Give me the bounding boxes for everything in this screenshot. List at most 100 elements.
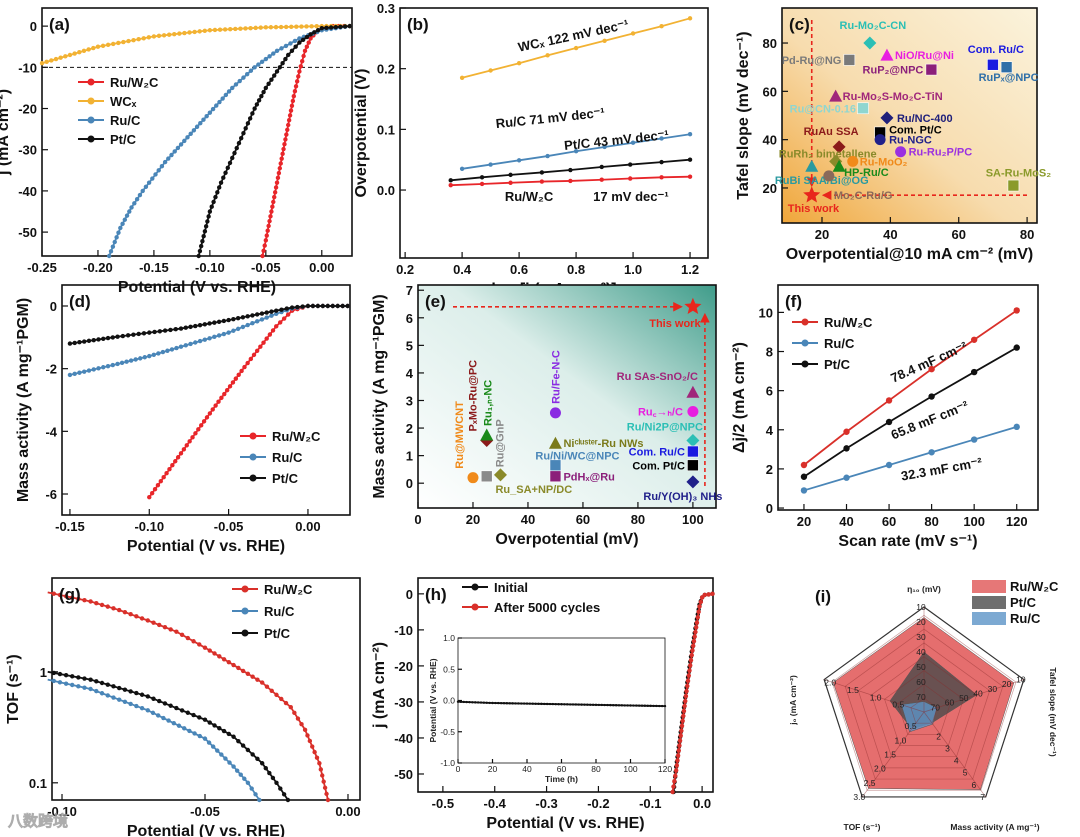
data-point [691, 643, 696, 649]
data-point [687, 157, 693, 162]
series-line [197, 25, 350, 257]
data-point [491, 701, 494, 705]
data-point [99, 680, 105, 686]
data-point [1013, 423, 1020, 431]
data-point [459, 700, 463, 704]
data-point [216, 399, 221, 404]
data-point [207, 336, 212, 341]
y-tick-label: 5 [406, 338, 413, 353]
data-point [236, 665, 241, 671]
series-line [261, 25, 350, 257]
data-point [236, 738, 241, 744]
data-point [213, 403, 218, 408]
data-point [680, 718, 685, 724]
data-point [254, 312, 260, 317]
data-point [111, 606, 116, 611]
y-axis-label: TOF (s⁻¹) [5, 654, 22, 723]
data-point [146, 180, 152, 185]
data-point [197, 338, 203, 344]
data-point [126, 38, 131, 44]
x-tick-label: 60 [557, 764, 567, 774]
data-point [274, 308, 279, 313]
data-point [151, 696, 156, 701]
data-point [63, 681, 69, 686]
data-point [241, 75, 246, 80]
y-tick-label: 0.1 [29, 776, 47, 791]
scatter-point [847, 155, 859, 167]
data-point [213, 194, 218, 200]
data-point [261, 340, 266, 345]
data-point [265, 228, 270, 233]
data-point [269, 77, 274, 82]
data-point [212, 651, 217, 656]
point-label: Ru-Ru₂P/PC [909, 147, 973, 159]
data-point [273, 24, 279, 30]
scatter-point [925, 63, 938, 76]
data-point [161, 715, 166, 721]
triangle-marker [686, 385, 700, 398]
axes [778, 311, 1018, 510]
data-point [156, 168, 161, 173]
data-point [70, 674, 75, 679]
legend-label: WCₓ [110, 94, 137, 109]
data-point [677, 743, 682, 748]
data-point [122, 687, 128, 692]
x-axis-label: Potential (V vs. RHE) [486, 815, 644, 832]
data-point [156, 33, 162, 39]
series-0 [459, 16, 693, 80]
data-point [543, 702, 546, 706]
data-point [76, 684, 81, 689]
plot-background [782, 8, 1037, 223]
data-point [166, 32, 172, 37]
data-point [91, 337, 96, 343]
data-point [335, 303, 340, 309]
data-point [269, 309, 274, 314]
radar-tick-label: 20 [916, 617, 926, 627]
data-point [219, 395, 224, 401]
data-point [548, 702, 552, 706]
data-point [122, 217, 128, 222]
data-point [243, 126, 248, 131]
data-point [150, 710, 156, 716]
data-point [157, 622, 162, 628]
scatter-point [687, 406, 699, 418]
x-tick-label: -0.05 [214, 519, 244, 534]
data-point [245, 780, 251, 786]
data-point [217, 726, 222, 731]
data-point [279, 696, 284, 702]
x-tick-label: -0.15 [139, 260, 169, 275]
axes [41, 25, 323, 256]
data-point [136, 37, 141, 42]
legend-item [972, 580, 1006, 593]
data-point [580, 703, 583, 706]
data-point [155, 482, 161, 488]
scatter-point [549, 470, 562, 483]
y-axis-label: j (mA cm⁻²) [0, 89, 12, 176]
data-point [245, 322, 250, 328]
data-point [710, 591, 715, 597]
data-point [646, 704, 649, 708]
data-point [292, 38, 298, 44]
square-marker [925, 63, 938, 76]
data-point [202, 337, 208, 342]
data-point [274, 311, 279, 317]
data-point [76, 596, 81, 602]
y-tick-label: 60 [763, 84, 777, 99]
x-tick-label: 120 [1006, 514, 1028, 529]
data-point [274, 780, 279, 786]
x-tick-label: 120 [658, 764, 672, 774]
data-point [240, 324, 246, 330]
data-point [197, 733, 202, 739]
data-point [259, 680, 265, 685]
data-point [173, 327, 178, 332]
data-point [687, 668, 692, 673]
y-tick-label: -6 [45, 487, 57, 502]
data-point [88, 677, 93, 682]
data-point [88, 599, 93, 604]
data-point [212, 27, 218, 33]
legend-label: Ru/W₂C [824, 315, 873, 330]
scatter-point [493, 468, 507, 482]
annotation: 65.8 mF cm⁻² [889, 397, 971, 442]
data-point [241, 131, 246, 136]
y-tick-label: -30 [18, 143, 37, 158]
